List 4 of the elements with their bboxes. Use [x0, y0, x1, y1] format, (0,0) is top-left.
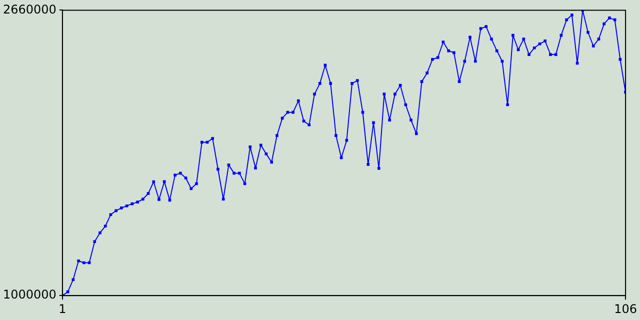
- x-tick-label: 1: [58, 302, 66, 316]
- x-tick-label: 106: [614, 302, 637, 316]
- y-tick-label: 1000000: [2, 288, 56, 302]
- y-tick-label: 2660000: [2, 2, 56, 16]
